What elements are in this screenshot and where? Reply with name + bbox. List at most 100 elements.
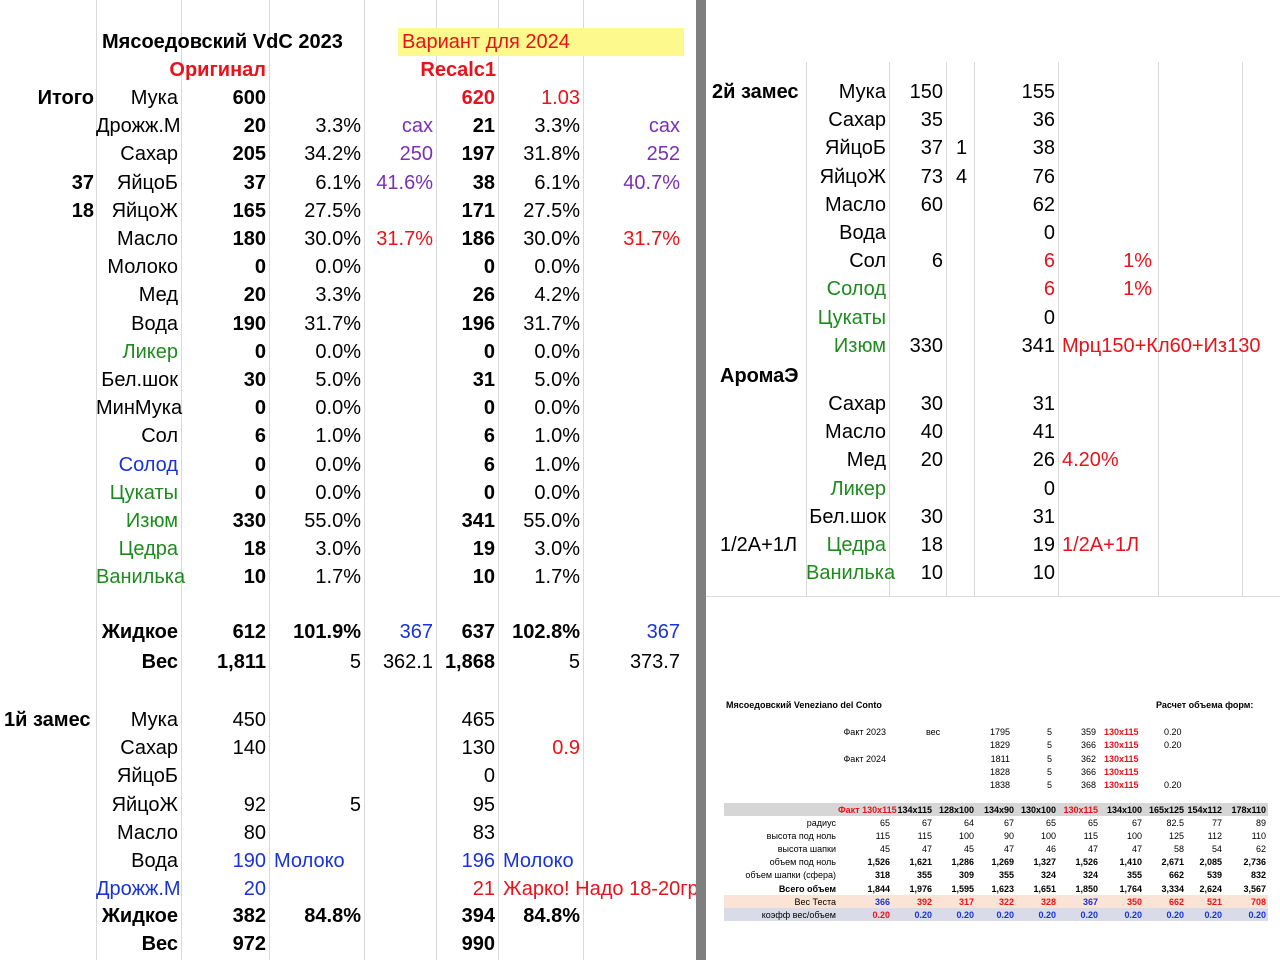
orig-amount: 190 (232, 312, 266, 335)
second-recalc: 6 (1043, 278, 1055, 301)
metric-value: 662 (1168, 896, 1184, 907)
orig-extra: 250 (399, 143, 433, 166)
row-prefix (0, 338, 94, 366)
ingredient-name: Ванилька (96, 566, 186, 589)
orig-extra (364, 84, 433, 112)
second-orig: 6 (931, 250, 943, 273)
orig-pct: 0.0% (315, 397, 361, 420)
recalc-pct: 1.0% (534, 425, 580, 448)
aroma-ingredient-name: Мед (846, 449, 886, 472)
mix-orig-amount: 92 (243, 793, 266, 816)
orig-amount: 30 (243, 369, 266, 391)
fact-label: Факт 2023 (843, 727, 886, 737)
metric-value: 47 (1131, 844, 1142, 855)
mix-ingredient-name: Вода (131, 850, 178, 872)
aroma-orig (889, 475, 943, 503)
right-sheet: 2й замес Мука 150 155 Сахар 35 36 ЯйцоБ 37 1 38 Яй… (706, 0, 1280, 600)
ingredient-name: МинМука (96, 397, 183, 420)
metric-value: 47 (1003, 844, 1014, 855)
orig-extra (364, 535, 433, 563)
metric-value: 125 (1168, 831, 1184, 842)
second-ingredient-name: ЯйцоБ (824, 137, 886, 160)
row-prefix (0, 253, 94, 281)
metric-value: 115 (917, 831, 932, 842)
second-ingredient-name: Мука (838, 81, 886, 103)
mix-ingredient-name: Мука (130, 709, 178, 731)
orig-amount: 0 (254, 340, 266, 363)
orig-extra (364, 507, 433, 535)
metric-value: 115 (1083, 831, 1098, 842)
recalc-pct: 0.0% (534, 397, 580, 420)
orig-pct: 1.0% (315, 425, 361, 448)
second-orig: 35 (920, 109, 943, 132)
orig-pct: 0.0% (315, 453, 361, 476)
recalc-pct (498, 84, 580, 112)
metric-value: 0.20 (1166, 909, 1184, 920)
row-prefix (0, 366, 94, 394)
mix-liquid-orig-pct: 84.8% (304, 905, 361, 927)
recalc-extra (583, 479, 680, 507)
second-note (1058, 304, 1152, 332)
mix-orig-amount: 450 (232, 709, 266, 731)
recalc-extra (583, 422, 680, 450)
orig-extra: 41.6% (376, 171, 433, 194)
metric-value: 77 (1211, 818, 1222, 828)
orig-extra: сах (401, 115, 433, 138)
orig-amount: 180 (232, 228, 266, 250)
mix-recalc-amount: 465 (461, 709, 495, 731)
recalc-amount: 31 (472, 369, 495, 391)
ingredient-name: Изюм (125, 510, 178, 532)
fact-form: 130x115 (1104, 753, 1139, 764)
second-ingredient-name: Цукаты (817, 306, 886, 329)
ingredient-name: Мед (138, 284, 178, 307)
ingredient-name: Сахар (120, 143, 178, 166)
orig-pct: 3.0% (315, 538, 361, 561)
second-orig (889, 219, 943, 247)
recalc-pct: 31.8% (523, 143, 580, 166)
aroma-recalc: 31 (1032, 393, 1055, 415)
fact-coeff: 0.20 (1164, 727, 1182, 737)
aroma-recalc: 26 (1032, 449, 1055, 472)
row-prefix: 37 (71, 171, 94, 194)
orig-pct: 34.2% (304, 143, 361, 166)
second-orig: 37 (920, 137, 943, 160)
orig-pct: 0.0% (315, 481, 361, 504)
recalc-extra (583, 535, 680, 563)
ingredient-name: Солод (118, 453, 178, 476)
ingredient-name: Молоко (107, 256, 178, 279)
second-recalc: 0 (1043, 222, 1055, 244)
orig-extra (364, 281, 433, 309)
second-note: Мрц150+Кл60+Из130 (1062, 334, 1261, 357)
second-orig (889, 275, 943, 303)
recalc-amount: 0 (483, 397, 495, 420)
metric-value: 662 (1168, 870, 1184, 881)
row-prefix (0, 281, 94, 309)
recalc-amount: 38 (472, 171, 495, 194)
second-ingredient-name: Масло (824, 193, 886, 216)
second-note (1058, 78, 1152, 106)
metric-value: 328 (1040, 896, 1056, 907)
mix-ingredient-name: ЯйцоБ (116, 765, 178, 788)
row-prefix (0, 451, 94, 479)
second-note (1058, 219, 1152, 247)
metric-value: 392 (916, 896, 932, 907)
recalc-amount: 0 (483, 340, 495, 363)
second-orig: 73 (920, 165, 943, 188)
recalc-extra (583, 310, 680, 338)
orig-extra (364, 451, 433, 479)
window-divider (696, 0, 706, 960)
metric-value: 0.20 (1204, 909, 1222, 920)
metric-label: объем шапки (сфера) (745, 870, 836, 881)
aroma-orig: 20 (920, 449, 943, 472)
form-size-header: 178x110 (1231, 805, 1266, 815)
recalc-amount: 6 (483, 453, 495, 476)
metric-label: объем под ноль (769, 857, 836, 868)
recalc-pct: 5.0% (534, 369, 580, 391)
metric-label: высота под ноль (766, 831, 836, 842)
form-size-header: 134x115 (897, 805, 932, 815)
col-recalc: Recalc1 (420, 59, 496, 81)
metric-value: 355 (1126, 870, 1142, 881)
aroma-recalc: 19 (1032, 534, 1055, 556)
header-band (724, 803, 1268, 816)
orig-amount: 205 (232, 143, 266, 166)
